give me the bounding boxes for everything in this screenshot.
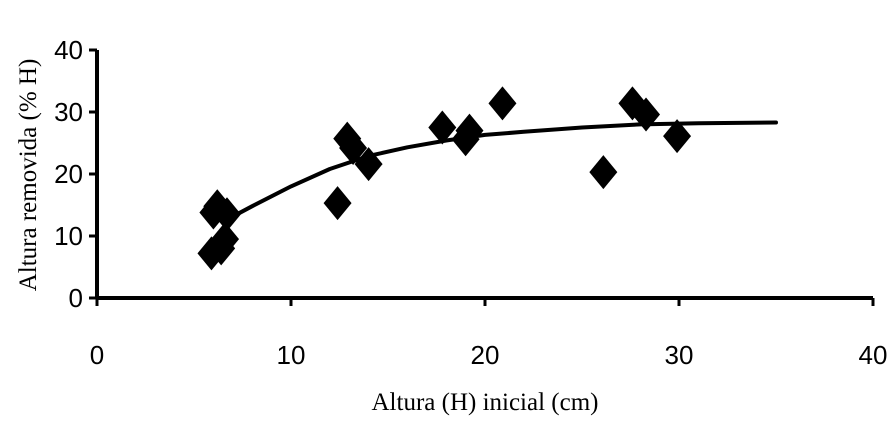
data-points	[197, 86, 692, 271]
y-axis-ticks: 0 10 20 30 40	[54, 35, 97, 313]
data-point	[354, 147, 383, 182]
data-point	[212, 197, 241, 232]
x-tick-label: 0	[90, 340, 104, 370]
trend-line	[221, 120, 778, 224]
y-tick-label: 30	[54, 97, 83, 127]
x-axis-ticks: 0 10 20 30 40	[90, 298, 888, 370]
data-point	[428, 110, 457, 145]
x-axis-title: Altura (H) inicial (cm)	[372, 389, 599, 416]
y-tick-label: 20	[54, 159, 83, 189]
y-tick-label: 0	[69, 283, 83, 313]
x-tick-label: 30	[665, 340, 694, 370]
data-point	[663, 119, 692, 154]
data-point	[339, 130, 368, 165]
data-point	[455, 113, 484, 148]
y-axis-title: Altura removida (% H)	[15, 59, 42, 292]
x-tick-label: 20	[471, 340, 500, 370]
data-point	[488, 86, 517, 121]
data-point	[632, 97, 661, 132]
data-point	[323, 186, 352, 221]
data-point	[589, 155, 618, 190]
y-tick-label: 40	[54, 35, 83, 65]
x-tick-label: 10	[277, 340, 306, 370]
data-point	[211, 222, 240, 257]
x-tick-label: 40	[859, 340, 888, 370]
y-tick-label: 10	[54, 221, 83, 251]
